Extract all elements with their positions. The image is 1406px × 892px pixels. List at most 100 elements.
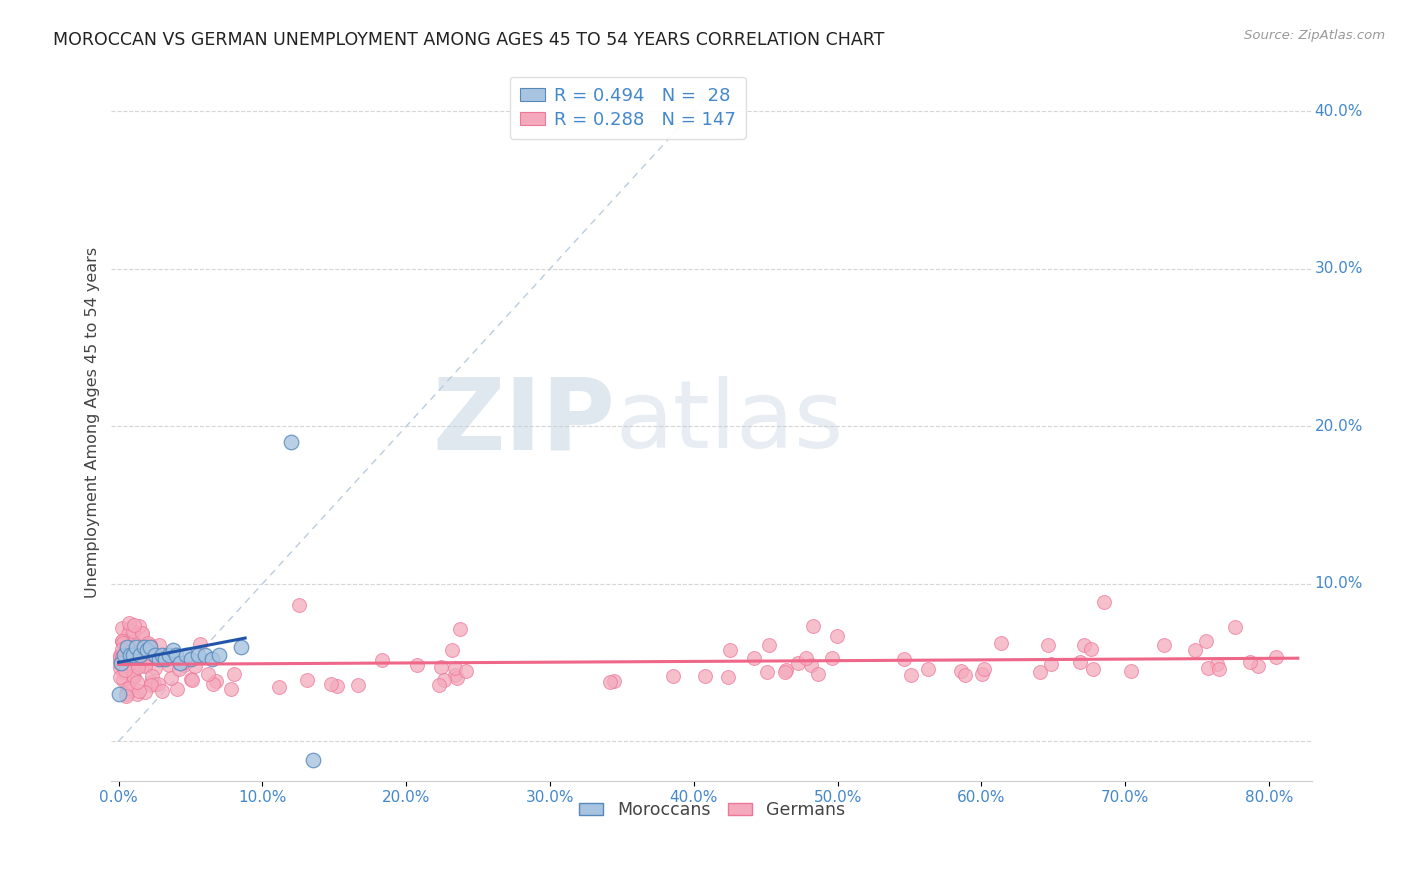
Point — [174, 648, 197, 662]
Point — [800, 657, 823, 672]
Point — [115, 689, 138, 703]
Point — [162, 643, 184, 657]
Point — [120, 622, 142, 636]
Point — [188, 637, 211, 651]
Point — [118, 684, 141, 698]
Point — [758, 639, 780, 653]
Point — [121, 624, 143, 638]
Point — [1039, 657, 1062, 671]
Point — [111, 634, 134, 648]
Point — [122, 618, 145, 632]
Point — [406, 658, 429, 673]
Point — [953, 667, 976, 681]
Point — [115, 648, 138, 662]
Point — [900, 668, 922, 682]
Point — [115, 687, 138, 701]
Point — [108, 669, 131, 683]
Point — [122, 668, 145, 682]
Point — [446, 671, 468, 685]
Point — [973, 661, 995, 675]
Point — [157, 648, 180, 662]
Text: atlas: atlas — [616, 376, 844, 468]
Point — [134, 640, 156, 654]
Point — [794, 651, 817, 665]
Point — [107, 687, 129, 701]
Point — [347, 678, 370, 692]
Point — [111, 621, 134, 635]
Point — [1223, 620, 1246, 634]
Point — [143, 648, 166, 662]
Point — [1153, 639, 1175, 653]
Point — [444, 668, 467, 682]
Point — [821, 651, 844, 665]
Point — [110, 652, 132, 666]
Point — [110, 656, 132, 670]
Point — [229, 640, 252, 654]
Point — [152, 648, 174, 662]
Point — [755, 665, 778, 679]
Point — [454, 664, 477, 678]
Text: ZIP: ZIP — [433, 374, 616, 471]
Point — [111, 633, 134, 648]
Point — [153, 652, 176, 666]
Point — [1197, 661, 1219, 675]
Point — [990, 636, 1012, 650]
Point — [1121, 664, 1143, 678]
Point — [139, 675, 162, 690]
Point — [662, 669, 685, 683]
Point — [201, 652, 224, 666]
Point — [139, 678, 162, 692]
Point — [321, 677, 343, 691]
Point — [893, 652, 915, 666]
Point — [111, 659, 134, 673]
Point — [172, 656, 194, 670]
Point — [112, 648, 135, 662]
Point — [1069, 655, 1091, 669]
Point — [115, 651, 138, 665]
Point — [131, 627, 153, 641]
Point — [131, 626, 153, 640]
Point — [128, 683, 150, 698]
Point — [716, 670, 738, 684]
Point — [114, 663, 136, 677]
Point — [122, 648, 145, 662]
Point — [134, 685, 156, 699]
Point — [155, 651, 177, 665]
Point — [169, 656, 191, 670]
Point — [129, 648, 152, 662]
Point — [143, 661, 166, 675]
Point — [1073, 638, 1095, 652]
Point — [111, 635, 134, 649]
Point — [301, 753, 323, 767]
Point — [173, 657, 195, 672]
Point — [136, 643, 159, 657]
Text: 20.0%: 20.0% — [1315, 418, 1362, 434]
Point — [117, 651, 139, 665]
Point — [430, 660, 453, 674]
Y-axis label: Unemployment Among Ages 45 to 54 years: Unemployment Among Ages 45 to 54 years — [86, 247, 100, 598]
Point — [1092, 595, 1115, 609]
Point — [160, 672, 183, 686]
Point — [773, 665, 796, 679]
Text: 40.0%: 40.0% — [1315, 103, 1362, 119]
Point — [222, 667, 245, 681]
Point — [115, 640, 138, 654]
Point — [441, 642, 464, 657]
Point — [148, 677, 170, 691]
Text: 10.0%: 10.0% — [1315, 576, 1362, 591]
Point — [112, 665, 135, 679]
Point — [115, 681, 138, 695]
Point — [807, 666, 830, 681]
Point — [122, 632, 145, 647]
Point — [1195, 634, 1218, 648]
Point — [114, 652, 136, 666]
Point — [693, 668, 716, 682]
Point — [121, 648, 143, 663]
Point — [139, 638, 162, 652]
Point — [110, 655, 132, 669]
Point — [603, 673, 626, 688]
Point — [1205, 657, 1227, 671]
Point — [122, 670, 145, 684]
Point — [148, 638, 170, 652]
Point — [1184, 642, 1206, 657]
